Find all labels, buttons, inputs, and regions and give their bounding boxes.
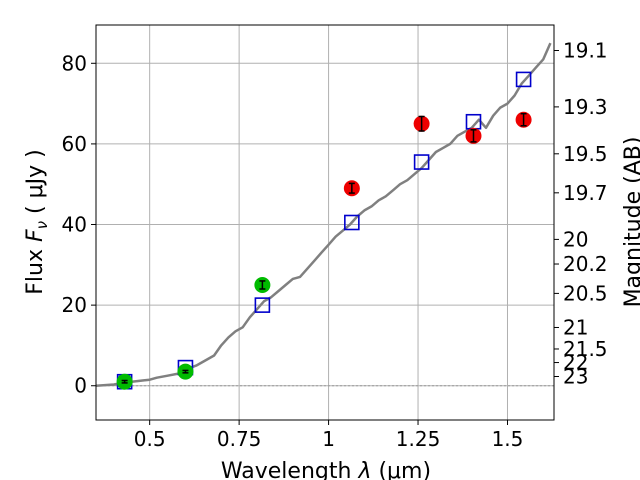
model-square-point [515,71,532,88]
magnitude-tick-label: 19.7 [563,181,608,205]
model-square-point [344,214,360,231]
x-tick-label: 1.25 [396,427,441,451]
magnitude-tick-label: 20.5 [563,281,608,305]
x-axis-label-unit: (μm) [378,459,431,480]
magnitude-tick-label: 23 [563,365,588,389]
x-tick-label: 0.75 [217,427,262,451]
plot-frame [95,24,555,421]
data-points [116,71,532,390]
magnitude-tick-label: 19.3 [563,95,608,119]
magnitude-tick-label: 19.1 [563,38,608,62]
x-axis-label-symbol: λ [357,459,371,480]
magnitude-tick-label: 19.5 [563,142,608,166]
y-axis-label-unit: ( μJy ) [23,149,48,214]
y-tick-label: 60 [62,132,87,156]
y-tick-label: 40 [62,213,87,237]
model-square-point [413,154,430,170]
y-axis-label-symbol: F [23,229,48,242]
axis-ticks: 0.5 0.75 1 1.25 1.5 0 20 40 60 80 19.1 19.3 19.5 19.7… [62,38,608,451]
y-axis-label-main: Flux [23,249,48,295]
x-tick-label: 0.5 [134,427,166,451]
magnitude-tick-label: 22 [563,351,588,375]
magnitude-axis-label: Magnitude (AB) [621,137,640,308]
y-axis-label-subscript: ν [33,221,51,229]
magnitude-tick-label: 20 [563,227,588,251]
x-tick-label: 1.5 [492,427,524,451]
model-square-point [254,297,271,313]
magnitude-tick-label: 20.2 [563,252,608,276]
y-tick-label: 0 [74,374,87,398]
magnitude-tick-label: 21 [563,315,588,339]
x-tick-label: 1 [322,427,335,451]
magnitude-tick-label: 21.5 [563,337,608,361]
y-tick-label: 20 [62,293,87,317]
x-axis-label: Wavelength λ (μm) [221,459,431,480]
y-tick-label: 80 [62,51,87,75]
y-axis-label: Flux Fν ( μJy ) [23,149,51,294]
x-axis-label-main: Wavelength [221,459,352,480]
